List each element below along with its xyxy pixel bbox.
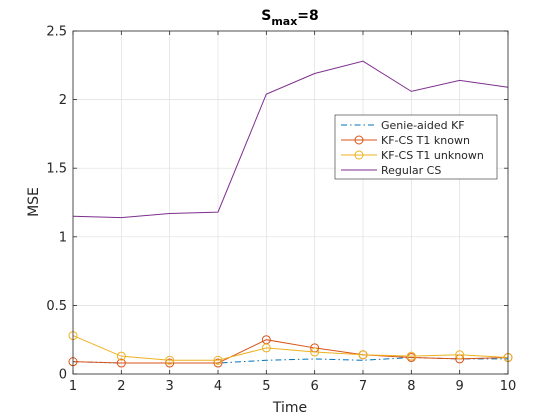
y-tick-label: 0.5 [46,299,67,314]
title-subscript: max [271,15,297,28]
legend-label-kf-cs-t1-unknown: KF-CS T1 unknown [381,149,484,162]
data-point-kf-cs-t1-unknown [406,351,416,361]
y-tick-label: 2.5 [46,25,67,40]
data-point-kf-cs-t1-known [213,358,223,368]
x-tick-label: 9 [456,379,464,394]
data-point-kf-cs-t1-known [116,358,126,368]
series-line-kf-cs-t1-known [72,339,509,364]
data-point-kf-cs-t1-unknown [358,350,368,360]
data-point-kf-cs-t1-unknown [261,343,271,353]
x-tick-label: 4 [214,379,222,394]
data-point-kf-cs-t1-unknown [116,351,126,361]
x-tick-label: 6 [311,379,319,394]
series-layer [68,60,513,368]
legend-box [334,114,498,180]
x-axis-ticks: 1 2 3 4 5 6 7 8 9 10 [69,31,516,394]
y-tick-label: 0 [59,368,67,383]
title-suffix: =8 [297,8,318,24]
data-point-kf-cs-t1-unknown [213,355,223,365]
series-line-regular-cs [72,60,509,219]
data-point-kf-cs-t1-known [165,358,175,368]
data-point-kf-cs-t1-unknown [455,350,465,360]
x-tick-label: 8 [407,379,415,394]
legend-label-kf-cs-t1-known: KF-CS T1 known [381,134,470,147]
plot-area [73,31,508,374]
legend: Genie-aided KF KF-CS T1 known KF-CS T1 unk… [334,114,498,180]
y-axis-label: MSE [26,187,42,217]
x-axis-label: Time [272,400,307,416]
legend-marker-kf-cs-t1-unknown [354,150,364,160]
axes-box [72,30,509,375]
data-point-kf-cs-t1-unknown [165,355,175,365]
x-tick-label: 3 [166,379,174,394]
title-main: S [261,8,271,24]
legend-label-regular-cs: Regular CS [381,164,441,177]
x-tick-label: 5 [262,379,270,394]
chart-title: Smax=8 [261,8,319,28]
series-line-kf-cs-t1-unknown [72,335,509,361]
y-tick-label: 1 [59,230,67,245]
y-tick-label: 2 [59,93,67,108]
x-tick-label: 10 [500,379,517,394]
legend-marker-kf-cs-t1-known [354,135,364,145]
y-axis-ticks: 0 0.5 1 1.5 2 2.5 [46,25,508,383]
x-tick-label: 7 [359,379,367,394]
x-tick-label: 1 [69,379,77,394]
y-tick-label: 1.5 [46,162,67,177]
x-tick-label: 2 [117,379,125,394]
data-point-kf-cs-t1-unknown [310,347,320,357]
legend-label-genie-aided-kf: Genie-aided KF [381,119,465,132]
